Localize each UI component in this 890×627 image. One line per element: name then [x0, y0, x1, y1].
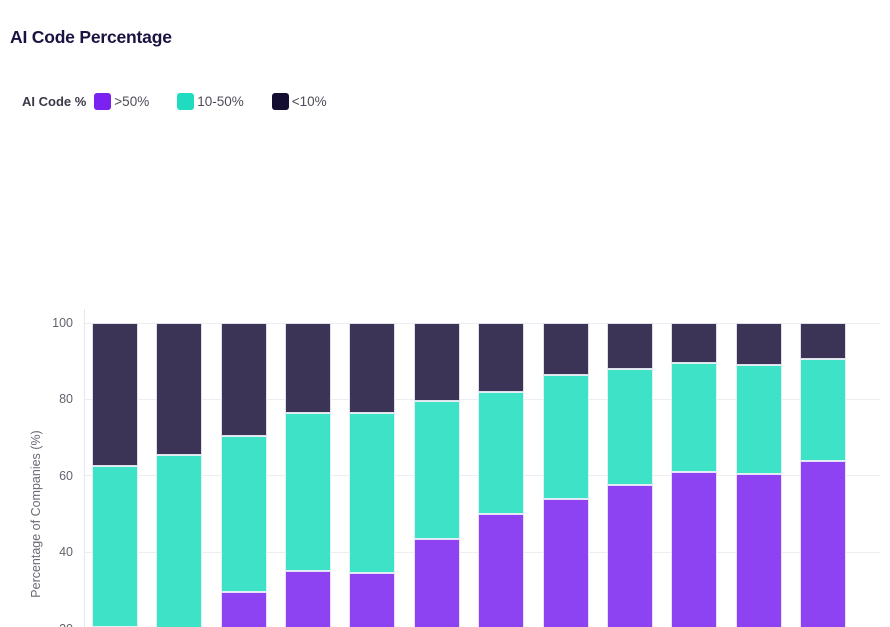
bar-segment-1050[interactable] — [542, 374, 589, 499]
bar-mar-25 — [156, 323, 203, 627]
gridline — [85, 322, 880, 324]
bar-segment-1050[interactable] — [285, 412, 332, 572]
bar-segment-10[interactable] — [606, 323, 653, 369]
legend-title: AI Code % — [22, 94, 87, 109]
y-axis-title: Percentage of Companies (%) — [29, 430, 43, 598]
legend-item-label: 10-50% — [197, 94, 244, 109]
stacked-bar-chart: Percentage of Companies (%) 020406080100… — [0, 150, 890, 627]
bar-aug-25 — [478, 323, 525, 627]
legend-item-gt50[interactable]: >50% — [94, 93, 149, 110]
bar-segment-10[interactable] — [413, 323, 460, 402]
bar-segment-1050[interactable] — [671, 363, 718, 472]
bar-segment-10[interactable] — [478, 323, 525, 392]
bar-segment-1050[interactable] — [349, 412, 396, 574]
bar-segment-50[interactable] — [671, 471, 718, 627]
bar-segment-10[interactable] — [542, 323, 589, 375]
bar-segment-1050[interactable] — [156, 454, 203, 627]
bar-segment-50[interactable] — [735, 473, 782, 627]
bar-segment-10[interactable] — [735, 323, 782, 366]
bar-segment-50[interactable] — [542, 498, 589, 627]
bar-segment-10[interactable] — [220, 323, 267, 436]
bar-segment-1050[interactable] — [220, 435, 267, 593]
y-tick-mark — [165, 322, 170, 324]
legend-item-label: >50% — [114, 94, 150, 109]
bar-segment-1050[interactable] — [413, 401, 460, 539]
bar-may-25 — [285, 323, 332, 627]
bar-segment-1050[interactable] — [92, 466, 138, 627]
bar-segment-10[interactable] — [92, 323, 138, 467]
legend-item-label: <10% — [291, 94, 327, 109]
bar-segment-1050[interactable] — [799, 359, 846, 461]
bar-segment-10[interactable] — [799, 323, 846, 360]
plot-area: 020406080100Feb '25Mar '25Apr '25May '25… — [52, 309, 880, 627]
bar-apr-25 — [220, 323, 267, 627]
bar-jun-25 — [349, 323, 396, 627]
bar-nov-25 — [671, 323, 718, 627]
bar-segment-50[interactable] — [220, 592, 267, 627]
y-tick-label: 40 — [59, 545, 73, 560]
bar-oct-25 — [606, 323, 653, 627]
bar-segment-10[interactable] — [285, 323, 332, 413]
bar-segment-10[interactable] — [671, 323, 718, 364]
y-tick-label: 100 — [52, 316, 73, 330]
legend-item-lt10[interactable]: <10% — [271, 93, 327, 110]
bar-segment-1050[interactable] — [478, 391, 525, 514]
bar-segment-1050[interactable] — [606, 368, 653, 486]
legend-swatch-10-50-icon — [177, 93, 195, 110]
y-tick-label: 80 — [59, 392, 73, 407]
bar-segment-50[interactable] — [413, 538, 460, 627]
legend: AI Code % >50% 10-50% <10% — [22, 93, 355, 110]
legend-item-10-50[interactable]: 10-50% — [177, 93, 244, 110]
page-title: AI Code Percentage — [10, 27, 172, 47]
bar-dec-25 — [735, 323, 782, 627]
legend-swatch-lt10-icon — [271, 93, 289, 110]
legend-swatch-gt50-icon — [94, 93, 112, 110]
bar-jul-25 — [413, 323, 460, 627]
bar-sep-25 — [542, 323, 589, 627]
bar-segment-50[interactable] — [349, 573, 396, 627]
bar-segment-50[interactable] — [606, 485, 653, 627]
bar-segment-1050[interactable] — [735, 365, 782, 474]
bar-feb-25 — [92, 323, 138, 627]
bar-segment-10[interactable] — [156, 323, 203, 455]
bar-segment-10[interactable] — [349, 323, 396, 413]
bar-segment-50[interactable] — [478, 514, 525, 627]
y-tick-label: 20 — [13, 622, 73, 627]
bar-segment-50[interactable] — [799, 460, 846, 627]
bar-jan-26 — [799, 323, 846, 627]
y-axis-line — [84, 309, 85, 627]
bar-segment-50[interactable] — [285, 571, 332, 627]
y-tick-label: 60 — [59, 468, 73, 483]
